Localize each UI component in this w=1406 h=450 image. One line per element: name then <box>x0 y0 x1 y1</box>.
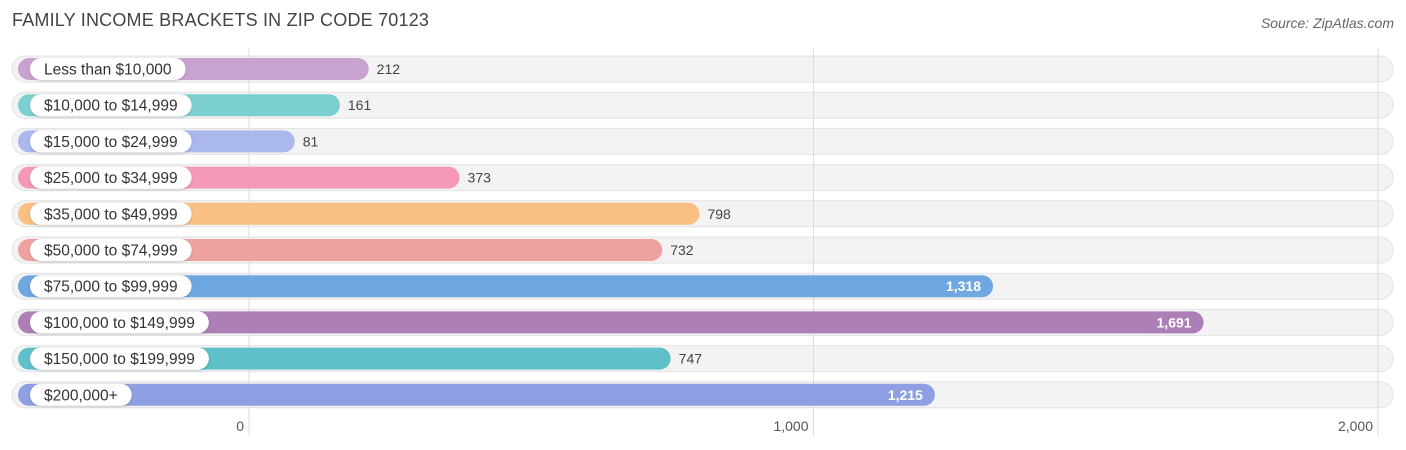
value-label: 212 <box>377 61 401 77</box>
category-label: $50,000 to $74,999 <box>44 243 178 260</box>
bar[interactable] <box>18 311 1204 334</box>
category-label: $100,000 to $149,999 <box>44 315 195 332</box>
category-label: $25,000 to $34,999 <box>44 170 178 187</box>
category-label: $35,000 to $49,999 <box>44 206 178 223</box>
category-label-pill <box>30 166 192 189</box>
category-label: $75,000 to $99,999 <box>44 279 178 296</box>
bar-track <box>11 127 1394 155</box>
category-label-pill <box>30 275 192 298</box>
x-tick-label: 2,000 <box>1338 418 1373 434</box>
value-label: 81 <box>303 133 319 149</box>
bar-track <box>11 91 1394 119</box>
x-tick-label: 0 <box>236 418 244 434</box>
category-label-pill <box>30 239 192 261</box>
category-label: Less than $10,000 <box>44 62 172 79</box>
value-label: 798 <box>707 206 731 222</box>
x-tick-label: 1,000 <box>773 418 808 434</box>
category-label-pill <box>30 383 132 406</box>
category-label-pill <box>30 58 186 80</box>
bar[interactable] <box>18 383 935 406</box>
category-label: $150,000 to $199,999 <box>44 351 195 368</box>
value-label: 1,215 <box>888 387 923 403</box>
bar[interactable] <box>18 275 994 298</box>
category-label: $15,000 to $24,999 <box>44 134 178 151</box>
value-label: 1,691 <box>1157 314 1192 330</box>
chart-source: Source: ZipAtlas.com <box>1260 15 1394 31</box>
category-label-pill <box>30 347 209 370</box>
category-label-pill <box>30 94 192 117</box>
category-label: $10,000 to $14,999 <box>44 98 178 115</box>
category-label-pill <box>30 202 192 225</box>
value-label: 747 <box>679 351 703 367</box>
category-label-pill <box>30 311 209 334</box>
value-label: 1,318 <box>946 278 981 294</box>
category-label: $200,000+ <box>44 387 118 404</box>
value-label: 161 <box>348 97 372 113</box>
category-label-pill <box>30 130 192 153</box>
value-label: 373 <box>468 170 492 186</box>
value-label: 732 <box>670 242 694 258</box>
chart-title: FAMILY INCOME BRACKETS IN ZIP CODE 70123 <box>12 10 430 30</box>
